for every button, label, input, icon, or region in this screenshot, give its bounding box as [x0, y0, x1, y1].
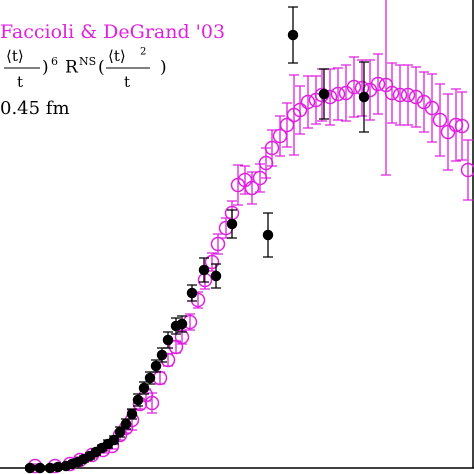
- data-point: [210, 236, 226, 252]
- data-point: [108, 434, 120, 446]
- data-point: [287, 29, 299, 41]
- data-point: [132, 394, 144, 406]
- data-point: [432, 112, 448, 128]
- error-bar: [373, 53, 383, 115]
- error-bar: [443, 93, 453, 171]
- data-point: [370, 76, 386, 92]
- data-point: [226, 218, 238, 230]
- data-point: [358, 91, 370, 103]
- data-point: [176, 318, 188, 330]
- data-point: [460, 162, 474, 178]
- data-point: [114, 426, 126, 438]
- error-bar: [395, 64, 405, 126]
- data-point: [120, 418, 132, 430]
- legend-label: Faccioli & DeGrand '03: [0, 21, 225, 43]
- formula-part: ): [160, 58, 167, 78]
- data-point: [454, 118, 470, 134]
- error-bar: [403, 64, 413, 126]
- error-bar: [427, 73, 437, 143]
- error-bar: [457, 91, 467, 161]
- error-bar: [233, 164, 243, 206]
- error-bar: [463, 139, 473, 201]
- data-point: [204, 254, 220, 270]
- error-bar: [155, 371, 165, 385]
- annotation: 0.45 fm: [0, 98, 70, 119]
- error-bar: [435, 83, 445, 157]
- error-bar: [311, 75, 321, 125]
- formula-part: NS: [79, 55, 96, 68]
- data-point: [384, 85, 400, 101]
- data-point: [144, 372, 156, 384]
- formula-part: (: [98, 58, 105, 78]
- error-bar: [295, 85, 305, 135]
- data-point: [24, 462, 36, 474]
- error-bar: [247, 171, 257, 205]
- data-point: [126, 408, 138, 420]
- data-point: [144, 395, 160, 411]
- formula-part: ⟨t⟩: [108, 47, 126, 65]
- data-point: [150, 360, 162, 372]
- formula-part: ): [42, 58, 49, 78]
- data-point: [292, 102, 308, 118]
- error-bar: [419, 71, 429, 133]
- data-point: [300, 94, 316, 110]
- formula: ( ⟨t⟩ t ) 6 R NS ( ⟨t⟩ 2 t ): [0, 47, 167, 92]
- error-bar: [381, 0, 391, 176]
- error-bar: [282, 102, 292, 148]
- data-point: [318, 88, 330, 100]
- formula-part: ⟨t⟩: [6, 47, 24, 65]
- error-bar: [185, 313, 195, 331]
- error-bar: [365, 59, 375, 121]
- data-point: [408, 89, 424, 105]
- error-bar: [275, 115, 285, 157]
- data-point: [262, 229, 274, 241]
- formula-part: 2: [140, 47, 146, 58]
- error-bar: [341, 64, 351, 122]
- formula-part: (: [0, 58, 1, 78]
- data-point: [210, 270, 222, 282]
- error-bar: [303, 75, 313, 129]
- error-bar: [333, 67, 343, 121]
- error-bar: [289, 74, 299, 156]
- data-point: [264, 140, 280, 156]
- formula-part: R: [65, 58, 79, 78]
- data-point: [392, 87, 408, 103]
- formula-part: 6: [51, 55, 58, 68]
- data-point: [162, 334, 174, 346]
- data-point: [138, 382, 150, 394]
- data-point: [400, 87, 416, 103]
- data-point: [424, 100, 440, 116]
- data-point: [244, 180, 260, 196]
- formula-part: t: [124, 73, 130, 91]
- data-point: [330, 86, 346, 102]
- error-bar: [357, 59, 367, 117]
- data-point: [156, 349, 168, 361]
- error-bar: [267, 129, 277, 167]
- error-bar: [411, 66, 421, 128]
- data-point: [34, 462, 46, 474]
- error-bar: [261, 147, 271, 179]
- error-bar: [387, 62, 397, 124]
- data-point: [198, 264, 210, 276]
- formula-part: t: [17, 73, 23, 91]
- data-point: [186, 287, 198, 299]
- data-point: [346, 79, 362, 95]
- error-bar: [349, 56, 359, 118]
